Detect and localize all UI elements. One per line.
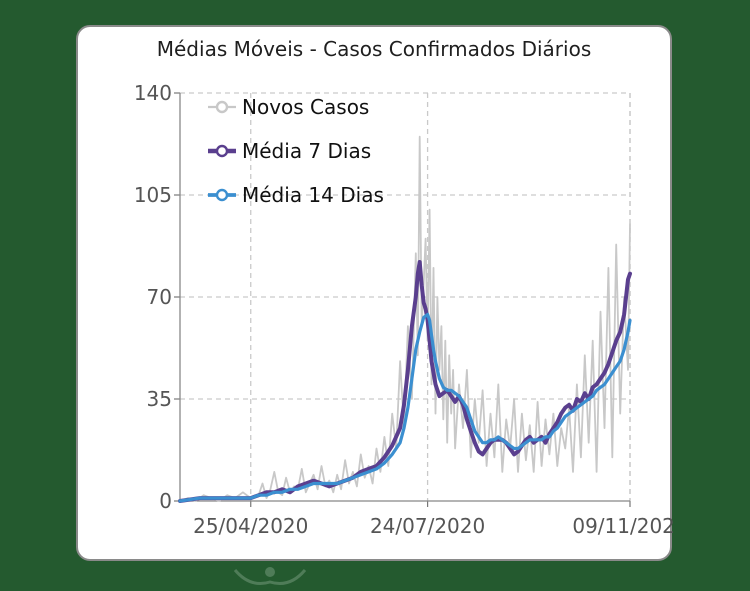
chart-plot: 0 35 70 105 140 25/04/2020 24/07/2020 09/11/202…	[134, 81, 674, 538]
legend-swatch-marker	[215, 144, 229, 158]
x-tick-label: 25/04/2020	[193, 514, 308, 538]
series-media-7-dias-line	[178, 260, 632, 503]
legend-label: Novos Casos	[242, 95, 369, 119]
legend-swatch-marker	[215, 188, 229, 202]
legend-label: Média 14 Dias	[242, 183, 384, 207]
y-tick-label: 105	[134, 183, 172, 207]
y-tick-label: 70	[147, 285, 172, 309]
chart-card: Médias Móveis - Casos Confirmados Diário…	[76, 25, 674, 561]
series-media-14-dias-line	[178, 312, 632, 503]
legend-swatch-marker	[215, 100, 229, 114]
legend-label: Média 7 Dias	[242, 139, 371, 163]
x-tick-label: 24/07/2020	[370, 514, 485, 538]
y-tick-label: 35	[147, 387, 172, 411]
chart-title: Médias Móveis - Casos Confirmados Diário…	[156, 37, 592, 61]
x-tick-label: 09/11/2020	[572, 514, 674, 538]
background-logo-icon	[233, 567, 307, 585]
y-tick-label: 0	[159, 489, 172, 513]
y-tick-label: 140	[134, 81, 172, 105]
